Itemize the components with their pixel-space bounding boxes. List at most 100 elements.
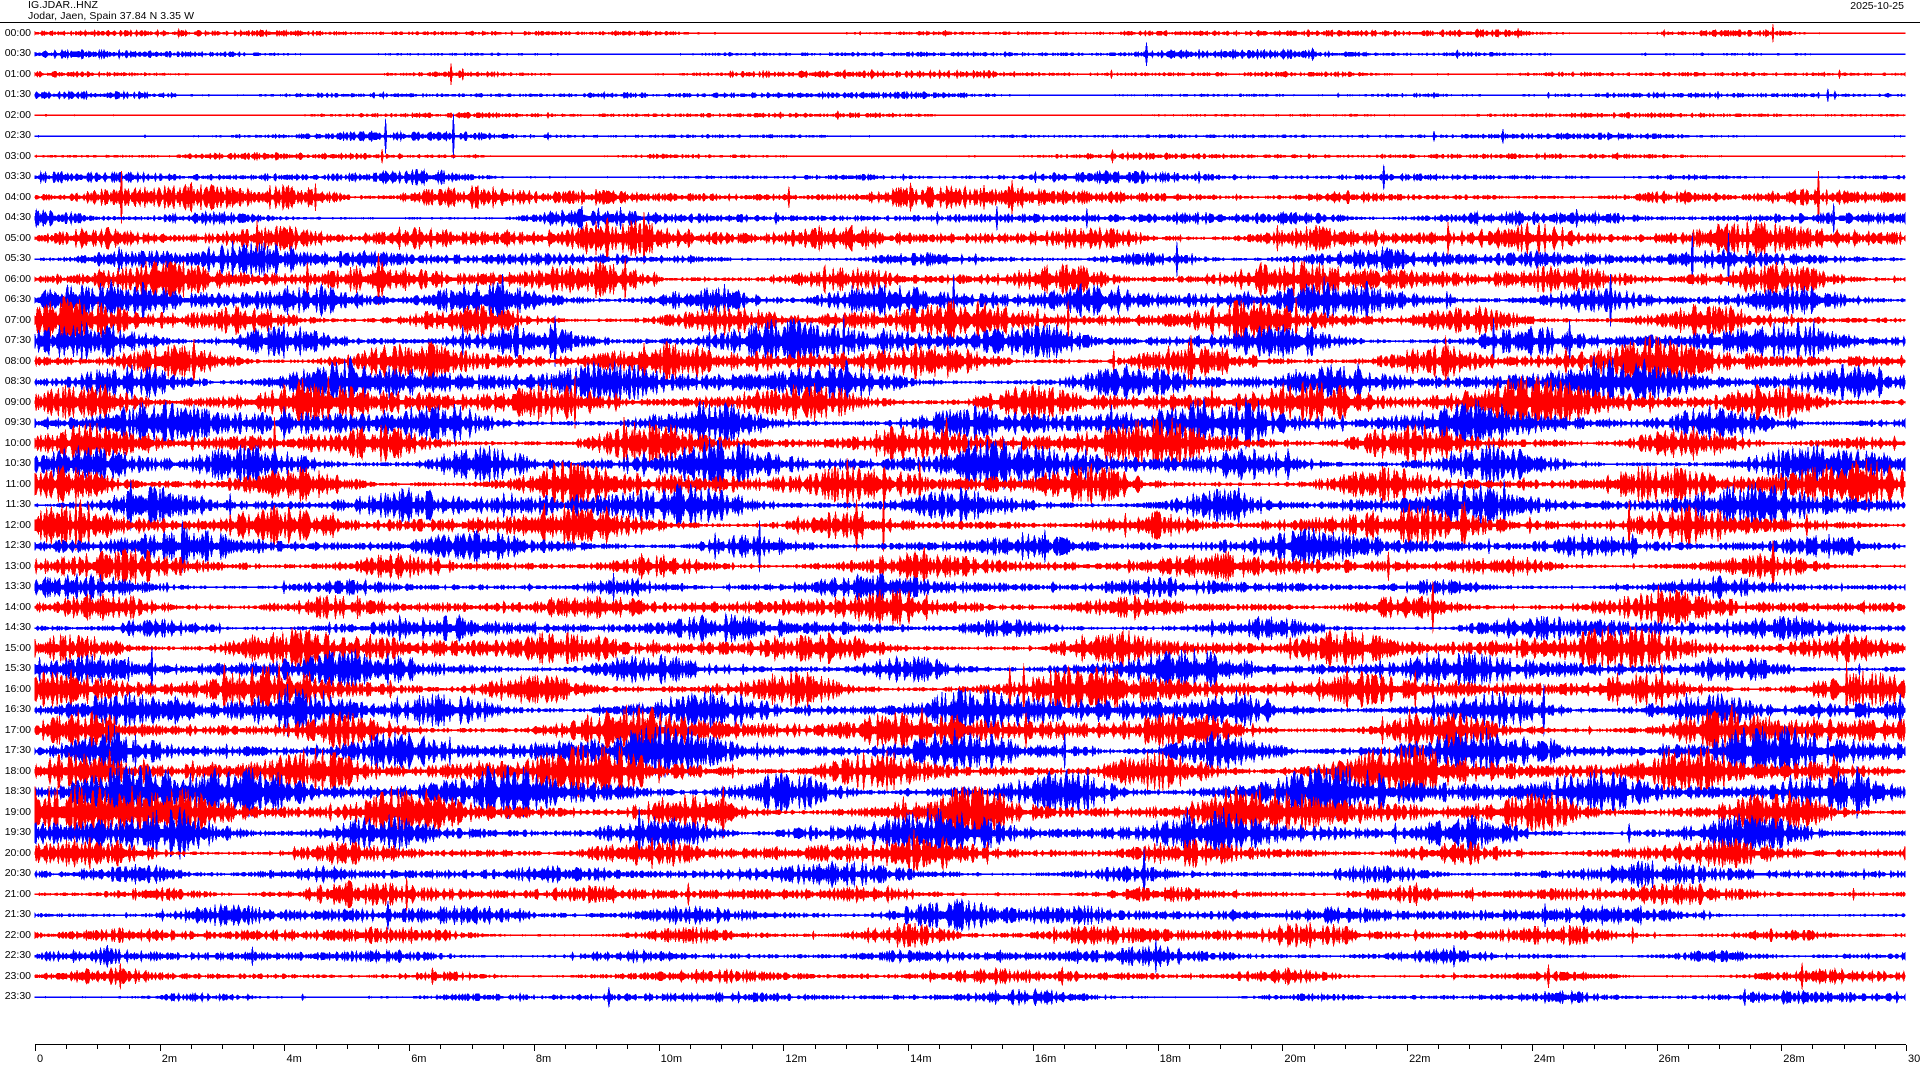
helicorder-row: 23:00 — [0, 962, 1920, 990]
helicorder-row: 02:00 — [0, 105, 1920, 126]
axis-tick-minor — [1095, 1045, 1097, 1049]
axis-tick-minor — [1687, 1045, 1689, 1049]
seismic-trace — [34, 897, 1906, 932]
axis-tick-minor — [97, 1045, 99, 1049]
seismic-trace — [34, 170, 1906, 224]
row-time-label: 11:00 — [5, 477, 32, 490]
helicorder-row: 16:00 — [0, 662, 1920, 716]
axis-tick-minor — [1500, 1045, 1502, 1049]
seismic-trace — [34, 683, 1906, 737]
helicorder-row: 15:00 — [0, 625, 1920, 672]
axis-tick-minor — [596, 1045, 598, 1049]
helicorder-row: 18:30 — [0, 764, 1920, 819]
row-time-label: 18:00 — [4, 764, 31, 777]
helicorder-row: 04:00 — [0, 170, 1920, 224]
row-time-label: 20:30 — [4, 867, 31, 880]
row-time-label: 03:00 — [4, 149, 31, 162]
axis-tick-minor — [1812, 1045, 1814, 1049]
row-time-label: 20:00 — [4, 846, 31, 859]
row-time-label: 22:30 — [4, 949, 31, 962]
seismic-trace — [34, 273, 1906, 327]
axis-tick-minor — [346, 1045, 348, 1049]
helicorder-row: 07:30 — [0, 314, 1920, 368]
axis-tick-major — [1407, 1045, 1409, 1051]
header-station-block: IG.JDAR..HNZ Jodar, Jaen, Spain 37.84 N … — [28, 0, 194, 22]
seismic-trace — [34, 457, 1906, 511]
helicorder-row: 12:00 — [0, 498, 1920, 552]
axis-tick-minor — [1375, 1045, 1377, 1049]
axis-tick-label: 16m — [1034, 1053, 1057, 1065]
helicorder-row: 17:30 — [0, 723, 1920, 779]
row-time-label: 23:30 — [4, 990, 31, 1003]
helicorder-row: 12:30 — [0, 519, 1920, 573]
row-time-label: 14:30 — [4, 621, 31, 634]
helicorder-row: 03:30 — [0, 163, 1920, 190]
axis-tick-label: 26m — [1658, 1053, 1680, 1065]
axis-tick-major — [908, 1045, 910, 1051]
seismic-trace — [34, 163, 1906, 190]
seismic-trace — [34, 85, 1906, 106]
seismic-trace — [34, 662, 1906, 716]
row-time-label: 06:30 — [4, 293, 31, 306]
axis-tick-major — [409, 1045, 411, 1051]
seismic-trace — [34, 877, 1906, 912]
axis-tick-minor — [689, 1045, 691, 1049]
axis-tick-minor — [1188, 1045, 1190, 1049]
seismic-trace — [34, 396, 1906, 450]
axis-tick-label: 28m — [1783, 1053, 1805, 1065]
seismic-trace — [34, 744, 1906, 798]
station-code: IG.JDAR..HNZ — [28, 0, 99, 11]
axis-tick-label: 30 — [1908, 1053, 1920, 1065]
helicorder-row: 18:00 — [0, 744, 1920, 798]
axis-tick-minor — [1562, 1045, 1564, 1049]
header: IG.JDAR..HNZ Jodar, Jaen, Spain 37.84 N … — [0, 0, 1920, 22]
row-time-label: 05:00 — [4, 231, 31, 244]
axis-tick-major — [1157, 1045, 1159, 1051]
axis-tick-major — [783, 1045, 785, 1051]
axis-tick-major — [284, 1045, 286, 1051]
helicorder-row: 05:30 — [0, 232, 1920, 286]
helicorder-row: 00:30 — [0, 41, 1920, 66]
axis-tick-label: 0 — [37, 1053, 44, 1065]
axis-tick-minor — [1001, 1045, 1003, 1049]
row-time-label: 11:30 — [5, 498, 32, 511]
row-time-label: 07:30 — [4, 334, 31, 347]
helicorder-row: 13:30 — [0, 572, 1920, 602]
helicorder-row: 06:30 — [0, 273, 1920, 327]
axis-tick-label: 14m — [910, 1053, 932, 1065]
axis-tick-label: 20m — [1284, 1053, 1306, 1065]
row-time-label: 14:00 — [4, 600, 31, 613]
row-time-label: 05:30 — [4, 252, 31, 265]
axis-tick-minor — [814, 1045, 816, 1049]
row-time-label: 13:00 — [4, 559, 31, 572]
row-time-label: 16:30 — [4, 703, 31, 716]
axis-tick-minor — [315, 1045, 317, 1049]
helicorder-row: 09:00 — [0, 375, 1920, 429]
axis-tick-minor — [1438, 1045, 1440, 1049]
row-time-label: 15:00 — [4, 641, 31, 654]
helicorder-row: 05:00 — [0, 211, 1920, 265]
seismic-trace — [34, 232, 1906, 286]
axis-tick-minor — [970, 1045, 972, 1049]
row-time-label: 12:00 — [4, 518, 31, 531]
seismic-trace — [34, 764, 1906, 819]
row-time-label: 09:30 — [4, 416, 31, 429]
row-time-label: 06:00 — [4, 272, 31, 285]
helicorder-row: 01:00 — [0, 63, 1920, 85]
helicorder-row: 19:00 — [0, 785, 1920, 839]
row-time-label: 19:30 — [4, 826, 31, 839]
axis-tick-minor — [565, 1045, 567, 1049]
seismic-trace — [34, 723, 1906, 779]
axis-tick-minor — [471, 1045, 473, 1049]
seismic-trace — [34, 41, 1906, 66]
seismic-trace — [34, 113, 1906, 159]
seismic-trace — [34, 646, 1906, 691]
axis-tick-major — [1531, 1045, 1533, 1051]
row-time-label: 23:00 — [4, 969, 31, 982]
axis-tick-minor — [752, 1045, 754, 1049]
seismic-trace — [34, 519, 1906, 573]
axis-tick-minor — [253, 1045, 255, 1049]
axis-tick-major — [1032, 1045, 1034, 1051]
helicorder-row: 23:30 — [0, 986, 1920, 1008]
axis-tick-major — [1906, 1045, 1907, 1051]
